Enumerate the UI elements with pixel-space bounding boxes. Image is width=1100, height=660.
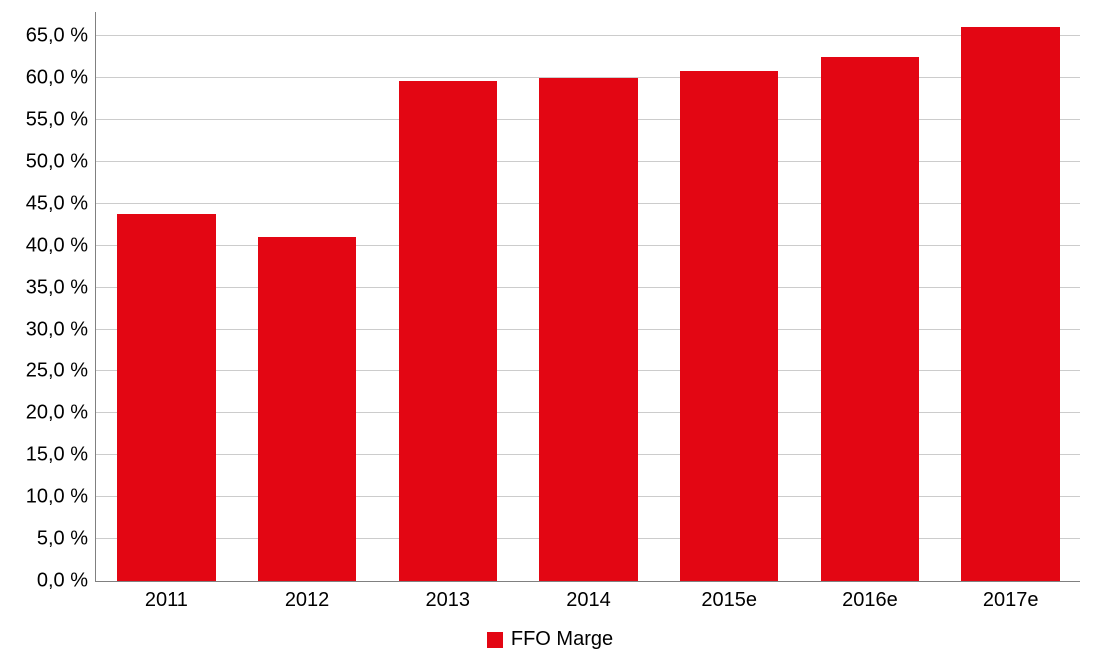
- legend-item: FFO Marge: [487, 628, 613, 651]
- bar: [821, 57, 920, 581]
- xtick-label: 2014: [566, 581, 611, 612]
- ytick-label: 45,0 %: [26, 192, 96, 215]
- ytick-label: 0,0 %: [37, 570, 96, 593]
- ytick-label: 15,0 %: [26, 444, 96, 467]
- bar: [680, 71, 779, 581]
- ytick-label: 50,0 %: [26, 150, 96, 173]
- ytick-label: 60,0 %: [26, 67, 96, 90]
- plot-area: 0,0 %5,0 %10,0 %15,0 %20,0 %25,0 %30,0 %…: [95, 12, 1080, 582]
- legend-label: FFO Marge: [511, 628, 613, 651]
- grid-line: [96, 35, 1080, 36]
- bar: [258, 237, 357, 581]
- xtick-label: 2016e: [842, 581, 898, 612]
- bar: [117, 214, 216, 581]
- bar: [399, 81, 498, 581]
- xtick-label: 2012: [285, 581, 330, 612]
- xtick-label: 2015e: [701, 581, 757, 612]
- ytick-label: 25,0 %: [26, 360, 96, 383]
- ytick-label: 20,0 %: [26, 402, 96, 425]
- bar: [539, 78, 638, 581]
- ytick-label: 35,0 %: [26, 276, 96, 299]
- legend: FFO Marge: [0, 628, 1100, 653]
- ytick-label: 55,0 %: [26, 108, 96, 131]
- ytick-label: 10,0 %: [26, 486, 96, 509]
- bar: [961, 27, 1060, 581]
- xtick-label: 2011: [145, 581, 188, 612]
- ytick-label: 30,0 %: [26, 318, 96, 341]
- ytick-label: 40,0 %: [26, 234, 96, 257]
- ytick-label: 5,0 %: [37, 528, 96, 551]
- xtick-label: 2013: [426, 581, 471, 612]
- bar-chart: 0,0 % 5,0 % 10,0 % 15,0 % 20,0 % 25,0 % 30,0 %…: [0, 0, 1100, 660]
- ytick-label: 65,0 %: [26, 25, 96, 48]
- legend-swatch-icon: [487, 632, 503, 648]
- xtick-label: 2017e: [983, 581, 1039, 612]
